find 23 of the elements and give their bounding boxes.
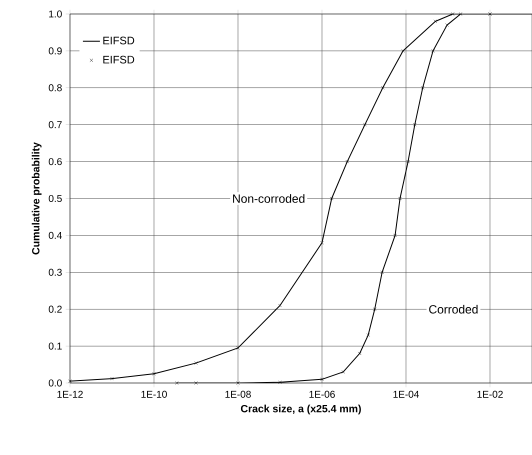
y-tick-label: 1.0: [49, 10, 62, 18]
legend-label: EIFSD: [103, 36, 134, 44]
y-tick-label: 0.5: [48, 194, 62, 202]
x-tick-label: 1E-10: [141, 390, 167, 398]
x-tick-label: 1E-04: [393, 390, 419, 398]
legend-label: EIFSD: [103, 56, 134, 64]
y-tick-label: 0.2: [48, 306, 62, 313]
x-tick-label: 1E-08: [225, 390, 251, 398]
y-axis-title: Cumulative probability: [32, 142, 42, 254]
x-tick-label: 1E-06: [309, 390, 335, 398]
x-tick-label: 1E-02: [477, 390, 503, 398]
y-tick-label: 0.7: [48, 121, 62, 128]
y-tick-label: 0.3: [48, 268, 62, 276]
annotation: Non-corroded: [233, 194, 304, 203]
y-tick-label: 0.4: [48, 232, 62, 239]
y-tick-label: 0.1: [48, 342, 62, 350]
y-tick-label: 0.8: [48, 84, 62, 92]
y-tick-label: 0.9: [48, 47, 62, 54]
y-tick-label: 0.6: [48, 158, 62, 166]
x-tick-label: 1E-12: [57, 390, 83, 398]
x-axis-title: Crack size, a (x25.4 mm): [240, 404, 361, 414]
y-tick-label: 0.0: [48, 379, 62, 387]
annotation: Corroded: [429, 304, 478, 314]
